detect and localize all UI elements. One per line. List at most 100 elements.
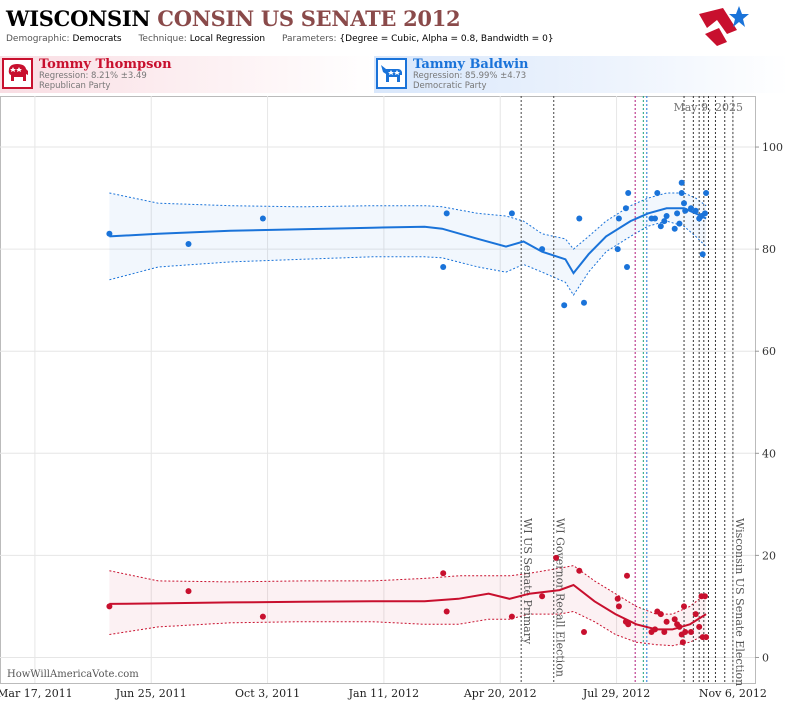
poll-point — [674, 210, 681, 217]
poll-point — [581, 629, 587, 635]
poll-point — [676, 220, 683, 227]
poll-point — [614, 246, 621, 253]
poll-point — [702, 210, 708, 217]
poll-point — [699, 251, 706, 258]
upper-bound-line — [109, 565, 707, 615]
poll-point — [657, 223, 664, 230]
x-tick-label: Jan 11, 2012 — [348, 687, 420, 700]
poll-point — [440, 570, 447, 577]
x-tick-label: Mar 17, 2011 — [0, 687, 73, 700]
lower-bound-line — [109, 610, 707, 647]
poll-point — [185, 588, 192, 595]
republican-elephant-icon — [2, 58, 33, 89]
demographic-label: Demographic: — [6, 34, 70, 44]
parameters-value: {Degree = Cubic, Alpha = 0.8, Bandwidth … — [339, 34, 554, 44]
democrat-donkey-icon — [376, 58, 407, 89]
poll-point — [581, 299, 587, 306]
poll-point — [688, 205, 694, 212]
technique-label: Technique: — [138, 34, 187, 44]
poll-point — [624, 572, 630, 579]
poll-point — [678, 179, 685, 186]
confidence-band — [109, 565, 707, 646]
poll-point — [692, 611, 699, 618]
site-logo-icon[interactable] — [697, 4, 749, 48]
poll-point — [259, 613, 266, 620]
candidate-card-republican[interactable]: Tommy Thompson Regression: 8.21% ±3.49 R… — [0, 56, 375, 93]
title-race: CONSIN US SENATE 2012 — [157, 6, 461, 31]
poll-point — [703, 190, 710, 196]
poll-point — [681, 603, 687, 610]
candidate-name: Tammy Baldwin — [413, 57, 529, 72]
poll-point — [652, 215, 658, 222]
poll-point — [508, 210, 515, 217]
poll-point — [185, 241, 192, 247]
poll-point — [614, 595, 621, 602]
y-tick-label: 0 — [762, 651, 769, 664]
y-tick-label: 60 — [762, 345, 776, 358]
page-title: WISCONSIN CONSIN US SENATE 2012 — [6, 6, 461, 31]
poll-point — [106, 230, 113, 237]
poll-point — [663, 618, 670, 625]
poll-point — [625, 190, 632, 196]
poll-point — [682, 207, 689, 214]
poll-point — [679, 639, 686, 646]
poll-point — [671, 225, 678, 232]
event-label: Wisconsin US Senate Election — [733, 518, 746, 686]
confidence-band — [109, 193, 707, 296]
lower-bound-line — [109, 220, 707, 297]
poll-point — [703, 634, 710, 641]
poll-point — [440, 264, 447, 270]
poll-point — [561, 302, 568, 309]
technique-value: Local Regression — [189, 34, 266, 44]
poll-point — [682, 629, 689, 635]
poll-point — [661, 629, 668, 635]
poll-point — [702, 593, 708, 600]
poll-point — [661, 218, 668, 225]
poll-point — [508, 613, 515, 620]
title-state: WISCONSIN — [6, 6, 151, 31]
poll-point — [652, 626, 658, 633]
poll-point — [553, 554, 560, 561]
poll-point — [615, 603, 622, 610]
event-label: WI Governor Recall Election — [554, 518, 567, 677]
x-tick-label: Jul 29, 2012 — [582, 687, 651, 700]
y-tick-label: 20 — [762, 549, 776, 562]
poll-point — [676, 623, 683, 630]
poll-point — [692, 207, 699, 214]
poll-point — [259, 215, 266, 222]
event-label: WI US Senate Primary — [521, 518, 534, 645]
poll-point — [625, 621, 632, 628]
poll-point — [576, 567, 583, 574]
y-tick-label: 100 — [762, 141, 783, 154]
parameters-label: Parameters: — [281, 34, 337, 44]
poll-point — [615, 215, 622, 222]
poll-point — [654, 190, 661, 196]
candidate-name: Tommy Thompson — [39, 57, 172, 72]
poll-point — [678, 190, 685, 196]
upper-bound-line — [109, 192, 707, 250]
poll-point — [688, 629, 694, 635]
poll-point — [106, 603, 113, 610]
poll-point — [539, 593, 546, 600]
candidate-party: Democratic Party — [413, 81, 487, 91]
y-tick-label: 40 — [762, 447, 776, 460]
footer-brand: HowWillAmericaVote.com — [7, 669, 139, 680]
x-tick-label: Apr 20, 2012 — [463, 687, 537, 700]
candidate-regression: Regression: 8.21% ±3.49 — [39, 71, 147, 81]
parameters-line: Demographic: Democrats Technique: Local … — [6, 34, 568, 44]
date-stamp: May 9, 2025 — [673, 101, 743, 114]
poll-point — [624, 264, 630, 270]
x-tick-label: Oct 3, 2011 — [235, 687, 300, 700]
poll-point — [663, 213, 670, 219]
y-tick-label: 80 — [762, 243, 776, 256]
candidate-card-democrat[interactable]: Tammy Baldwin Regression: 85.99% ±4.73 D… — [374, 56, 789, 93]
poll-point — [622, 205, 629, 212]
poll-point — [671, 616, 678, 623]
poll-point — [696, 623, 703, 630]
candidate-regression: Regression: 85.99% ±4.73 — [413, 71, 527, 81]
poll-point — [657, 611, 664, 618]
poll-point — [539, 246, 546, 253]
demographic-value: Democrats — [72, 34, 122, 44]
poll-point — [681, 200, 687, 207]
